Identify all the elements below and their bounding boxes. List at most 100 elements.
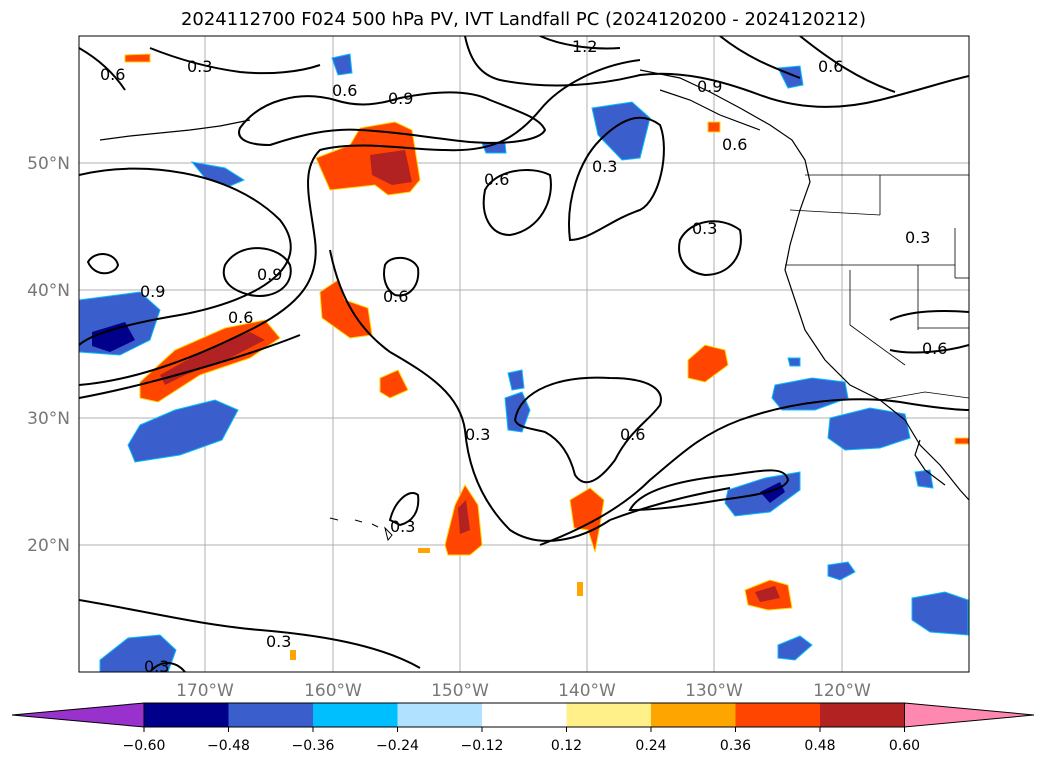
lat-label-20n: 20°N <box>27 536 70 556</box>
lat-label-30n: 30°N <box>27 409 70 429</box>
pv-blob-darkred <box>755 586 780 602</box>
contour-line <box>799 36 896 93</box>
negative-pv-regions <box>79 53 969 672</box>
contour-line <box>79 47 126 91</box>
pv-blob-darkred <box>370 150 412 185</box>
contour-line <box>86 253 120 275</box>
contour-line <box>513 376 662 484</box>
chart-title: 2024112700 F024 500 hPa PV, IVT Landfall… <box>180 9 867 30</box>
contour-line <box>222 247 292 297</box>
contour-line <box>539 36 621 50</box>
lat-label-40n: 40°N <box>27 281 70 301</box>
colorbar-tick-label: 0.36 <box>720 738 751 754</box>
lon-label-120w: 120°W <box>813 681 871 701</box>
pv-blob-blue <box>771 377 849 411</box>
contour-label: 0.6 <box>332 81 357 100</box>
pv-blob-orange <box>379 369 409 399</box>
contour-labels: 1.2 0.3 0.6 0.6 0.9 0.9 0.6 0.6 0.3 0.6 … <box>100 37 947 676</box>
contour-label: 0.9 <box>257 265 282 284</box>
contour-label: 1.2 <box>572 37 597 56</box>
colorbar-tick-label: 0.48 <box>804 738 835 754</box>
contour-label: 0.3 <box>465 425 490 444</box>
contour-line <box>609 487 731 521</box>
contour-label: 0.3 <box>390 517 415 536</box>
contour-line <box>719 36 801 79</box>
colorbar-segment <box>482 703 567 727</box>
colorbar-tick-label: −0.24 <box>376 738 419 754</box>
contour-label: 0.6 <box>818 57 843 76</box>
colorbar-segment <box>144 703 229 727</box>
colorbar-extend-high <box>904 702 1035 728</box>
contour-label: 0.6 <box>620 425 645 444</box>
contour-label: 0.3 <box>144 657 169 676</box>
contour-line <box>79 599 421 669</box>
colorbar-tick-label: −0.60 <box>123 738 166 754</box>
contour-label: 0.3 <box>905 228 930 247</box>
contour-line <box>568 116 665 242</box>
colorbar-tick-label: −0.36 <box>292 738 335 754</box>
contour-label: 0.9 <box>697 77 722 96</box>
colorbar-segment <box>651 703 736 727</box>
pv-blob-darkred <box>458 500 470 534</box>
pv-blob-navy <box>92 322 135 352</box>
pv-blob-orange <box>569 487 605 553</box>
contour-line <box>329 249 611 542</box>
pv-blob-blue <box>591 101 651 161</box>
pv-blob-blue <box>914 469 934 489</box>
contour-label: 0.3 <box>592 157 617 176</box>
colorbar-frame <box>143 702 905 728</box>
colorbar-segment <box>566 703 651 727</box>
contour-label: 0.9 <box>388 89 413 108</box>
colorbar-segment <box>735 703 820 727</box>
lon-label-170w: 170°W <box>176 681 234 701</box>
contour-label: 0.3 <box>187 57 212 76</box>
contour-line <box>149 47 321 75</box>
contour-line <box>238 91 547 147</box>
lon-label-130w: 130°W <box>685 681 743 701</box>
contour-line <box>482 169 552 237</box>
map-frame <box>78 35 970 673</box>
contour-line <box>678 220 742 277</box>
pv-blob-orange <box>707 121 721 133</box>
colorbar-segment <box>820 703 905 727</box>
colorbar-tick-label: −0.48 <box>207 738 250 754</box>
contour-line <box>464 36 969 108</box>
contour-line <box>79 167 292 346</box>
pv-blob-blue <box>127 399 239 463</box>
pv-contours <box>79 36 969 672</box>
pv-blob-orange <box>124 53 151 63</box>
contour-label: 0.9 <box>140 282 165 301</box>
contour-line <box>388 492 420 527</box>
contour-line <box>889 309 969 321</box>
colorbar-tick-label: 0.60 <box>889 738 920 754</box>
pv-blob-blue <box>827 561 856 581</box>
contour-label: 0.3 <box>266 632 291 651</box>
gridlines <box>79 36 969 672</box>
state-borders <box>785 174 969 401</box>
pv-blob-blue <box>777 635 813 661</box>
pv-blob-orange <box>954 437 969 445</box>
contour-line <box>79 334 301 399</box>
colorbar: −0.60 −0.48 −0.36 −0.24 −0.12 0.12 0.24 … <box>11 702 1035 754</box>
contour-label: 0.6 <box>383 287 408 306</box>
contour-label: 0.3 <box>692 219 717 238</box>
lat-label-50n: 50°N <box>27 154 70 174</box>
pv-blob-blue <box>787 357 801 367</box>
lon-label-160w: 160°W <box>304 681 362 701</box>
contour-label: 0.6 <box>100 65 125 84</box>
islands <box>329 517 393 542</box>
contour-line <box>628 469 790 512</box>
contour-label: 0.6 <box>722 135 747 154</box>
colorbar-tick-label: 0.12 <box>551 738 582 754</box>
colorbar-tick-label: 0.24 <box>635 738 666 754</box>
contour-label: 0.6 <box>484 170 509 189</box>
contour-line <box>383 256 420 297</box>
pv-blob-blue <box>911 591 969 636</box>
colorbar-segment <box>397 703 482 727</box>
contour-line <box>889 344 969 354</box>
lon-label-150w: 150°W <box>431 681 489 701</box>
pv-blob-blue <box>827 407 911 451</box>
contour-label: 0.6 <box>228 308 253 327</box>
contour-line <box>149 662 186 672</box>
